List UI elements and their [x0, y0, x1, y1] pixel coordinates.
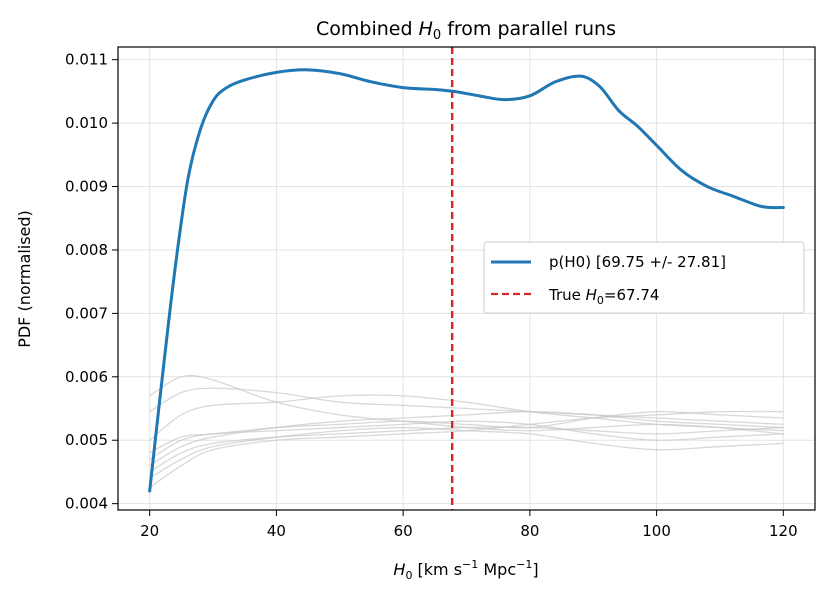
plot-frame — [117, 46, 816, 511]
run-curve-2 — [149, 387, 784, 426]
x-tick-label: 60 — [394, 522, 413, 540]
x-axis-ticks: 20 40 60 80 100 120 — [140, 510, 798, 540]
y-tick-label: 0.010 — [65, 114, 108, 132]
y-tick-label: 0.007 — [65, 304, 108, 322]
legend-label-combined: p(H0) [69.75 +/- 27.81] — [549, 253, 726, 271]
y-tick-label: 0.008 — [65, 241, 108, 259]
run-curve-3 — [149, 394, 784, 441]
legend: p(H0) [69.75 +/- 27.81] True H0=67.74 — [483, 241, 805, 314]
legend-box — [483, 241, 805, 314]
y-axis-ticks: 0.004 0.005 0.006 0.007 0.008 0.009 0.010 0.011 — [65, 51, 118, 513]
combined-pdf-curve — [148, 68, 785, 493]
y-tick-label: 0.005 — [65, 431, 108, 449]
run-curve-5 — [149, 420, 784, 460]
run-curve-6 — [149, 411, 784, 467]
x-tick-label: 80 — [520, 522, 539, 540]
y-tick-label: 0.011 — [65, 51, 108, 69]
y-axis-title: PDF (normalised) — [15, 210, 34, 348]
y-tick-label: 0.009 — [65, 178, 108, 196]
x-tick-label: 40 — [267, 522, 286, 540]
combined-curve — [148, 68, 785, 493]
chart-title: Combined H0 from parallel runs — [316, 18, 616, 43]
x-tick-label: 100 — [642, 522, 671, 540]
y-tick-label: 0.004 — [65, 495, 108, 513]
x-axis-title: H0 [km s−1 Mpc−1] — [393, 558, 538, 582]
y-tick-label: 0.006 — [65, 368, 108, 386]
grid — [118, 47, 815, 510]
run-curve-8 — [149, 426, 784, 479]
run-curves — [149, 374, 784, 489]
x-tick-label: 120 — [769, 522, 798, 540]
run-curve-9 — [149, 410, 784, 489]
legend-label-truth: True H0=67.74 — [548, 286, 659, 307]
x-tick-label: 20 — [140, 522, 159, 540]
